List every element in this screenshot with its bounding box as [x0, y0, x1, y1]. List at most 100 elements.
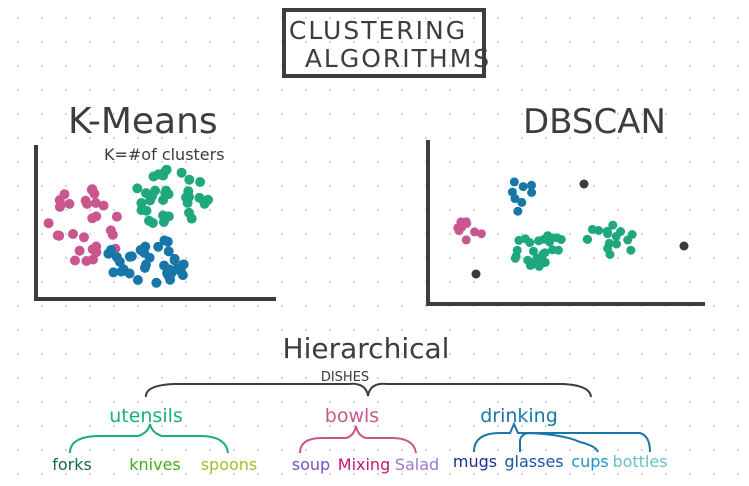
group-utensils: utensils forks knives spoons [52, 405, 257, 474]
dbscan-point [602, 226, 612, 236]
kmeans-point [111, 211, 122, 222]
kmeans-point [169, 255, 180, 266]
kmeans-point [54, 230, 65, 241]
kmeans-point [159, 235, 170, 246]
dbscan-point [461, 235, 471, 245]
dbscan-point [611, 231, 621, 241]
kmeans-point [184, 174, 195, 185]
leaf-cups: cups [571, 452, 608, 471]
kmeans-point [68, 229, 78, 239]
kmeans-point [176, 266, 186, 277]
kmeans-point [144, 252, 155, 263]
leaf-soup: soup [292, 455, 330, 474]
dbscan-noise-point [579, 179, 589, 189]
dbscan-point [461, 217, 471, 227]
kmeans-point [106, 245, 116, 255]
dbscan-point [513, 206, 523, 216]
kmeans-point [136, 198, 147, 208]
dbscan-point [517, 197, 527, 207]
dbscan-point [547, 233, 557, 243]
kmeans-heading: K-Means [68, 101, 218, 142]
kmeans-point [132, 183, 143, 194]
kmeans-point [160, 187, 171, 198]
kmeans-point [74, 245, 85, 256]
dbscan-point [604, 238, 614, 248]
dbscan-point [534, 261, 544, 271]
leaf-spoons: spoons [201, 455, 258, 474]
kmeans-scatter [43, 164, 213, 288]
leaf-forks: forks [52, 455, 92, 474]
leaf-bottles: bottles [612, 452, 667, 471]
kmeans-point [139, 262, 150, 273]
dbscan-point [527, 180, 536, 190]
dbscan-point [594, 226, 604, 235]
kmeans-axes [34, 145, 276, 301]
kmeans-point [153, 241, 164, 252]
kmeans-point [70, 255, 80, 266]
kmeans-point [194, 192, 205, 203]
dbscan-point [514, 235, 524, 245]
dbscan-noise-point [679, 241, 689, 251]
kmeans-point [107, 229, 118, 240]
title-box: CLUSTERING ALGORITHMS [282, 8, 491, 78]
dbscan-point [529, 246, 538, 256]
hierarchical-section: Hierarchical DISHES utensils forks knive… [52, 332, 667, 474]
kmeans-point [176, 167, 187, 178]
kmeans-point [158, 210, 169, 221]
dbscan-point [608, 220, 618, 230]
kmeans-point [165, 274, 176, 285]
brace-drinking-glasses [519, 432, 531, 452]
kmeans-point [132, 275, 143, 285]
dbscan-point [583, 235, 593, 244]
kmeans-section: K-Means K=#of clusters [34, 101, 276, 301]
dbscan-point [507, 187, 517, 197]
leaf-knives: knives [129, 455, 181, 474]
kmeans-point [90, 198, 101, 208]
kmeans-point [186, 213, 197, 224]
kmeans-point [147, 218, 158, 228]
dbscan-section: DBSCAN [426, 102, 705, 306]
kmeans-point [43, 218, 54, 229]
kmeans-point [150, 185, 161, 196]
kmeans-point [140, 241, 151, 252]
kmeans-point [87, 244, 98, 255]
dbscan-point [540, 248, 550, 258]
kmeans-note: K=#of clusters [104, 145, 225, 164]
kmeans-point [81, 256, 92, 266]
dbscan-point [527, 188, 537, 197]
dbscan-point [470, 227, 479, 237]
dbscan-point [605, 250, 615, 259]
dbscan-point [512, 245, 522, 255]
root-brace [145, 382, 592, 398]
hierarchical-heading: Hierarchical [283, 332, 450, 365]
dbscan-noise-point [471, 269, 481, 279]
dbscan-axes [426, 140, 705, 306]
brace-drinking-outer [473, 421, 651, 453]
group-bowls: bowls soup Mixing Salad [292, 405, 439, 474]
kmeans-point [64, 198, 75, 209]
kmeans-point [163, 246, 174, 257]
brace-drinking-cups [517, 432, 599, 453]
kmeans-point [141, 188, 151, 199]
kmeans-point [164, 264, 175, 275]
kmeans-point [203, 194, 213, 205]
kmeans-point [195, 177, 206, 187]
dbscan-point [525, 238, 535, 248]
kmeans-point [141, 205, 152, 216]
root-label: DISHES [321, 370, 369, 385]
leaf-salad: Salad [395, 455, 439, 474]
title-line-2: ALGORITHMS [305, 44, 491, 73]
kmeans-point [55, 200, 66, 211]
kmeans-point [79, 232, 89, 243]
title-line-1: CLUSTERING [289, 16, 467, 45]
dbscan-point [476, 229, 486, 239]
kmeans-point [82, 198, 93, 209]
dbscan-point [523, 255, 533, 265]
dbscan-point [612, 239, 621, 249]
kmeans-point [151, 277, 162, 288]
dbscan-point [518, 182, 528, 192]
group-label-utensils: utensils [109, 405, 183, 427]
kmeans-point [153, 169, 164, 180]
dbscan-point [534, 236, 544, 246]
